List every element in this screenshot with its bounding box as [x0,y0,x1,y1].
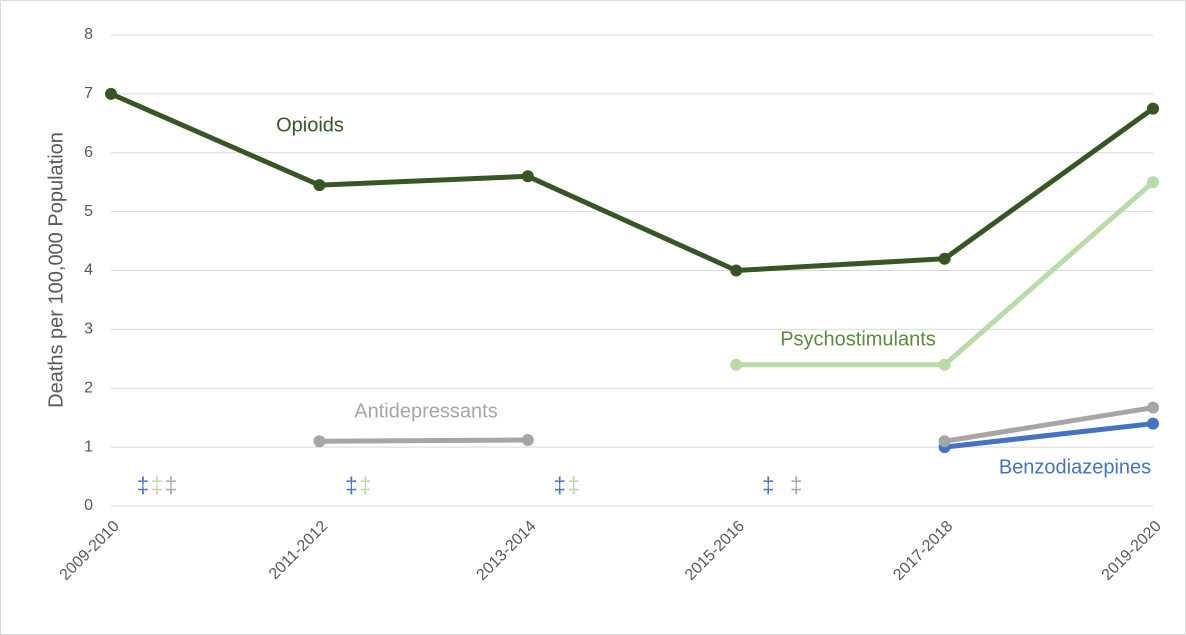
suppressed-label: ‡ [151,472,163,497]
data-point [105,87,117,100]
suppressed-label: ‡ [137,472,149,497]
suppressed-label: ‡ [790,472,802,497]
data-point [1147,102,1159,115]
suppressed-label: ‡ [568,472,580,497]
data-point [938,435,951,448]
y-tick-label: 2 [84,379,93,396]
y-axis-label: Deaths per 100,000 Population [45,132,67,408]
data-point [938,358,951,371]
data-point [1147,176,1159,189]
data-point [938,252,951,265]
series-label: Antidepressants [354,400,497,422]
y-tick-label: 4 [84,262,93,279]
data-point [730,358,743,371]
suppressed-label: ‡ [165,472,177,497]
suppressed-label: ‡ [762,472,774,497]
y-tick-label: 3 [84,321,93,338]
series-label: Benzodiazepines [999,456,1151,478]
y-tick-label: 5 [84,203,93,220]
data-point [1147,417,1159,430]
y-tick-label: 0 [84,497,93,514]
series-label: Opioids [276,114,344,136]
y-tick-label: 8 [84,26,93,43]
y-tick-label: 7 [84,85,93,102]
data-point [313,179,326,192]
y-tick-label: 6 [84,144,93,161]
data-point [521,434,534,447]
data-point [521,170,534,183]
y-tick-label: 1 [84,438,93,455]
suppressed-label: ‡ [554,472,566,497]
series-line [944,421,1154,450]
series-line [109,91,1155,274]
data-point [1147,401,1159,414]
suppressed-label: ‡ [359,472,371,497]
series-line [319,437,528,444]
suppressed-label: ‡ [345,472,357,497]
data-point [730,264,743,277]
series-label: Psychostimulants [780,328,936,350]
data-point [313,435,326,448]
series-line [944,405,1154,444]
